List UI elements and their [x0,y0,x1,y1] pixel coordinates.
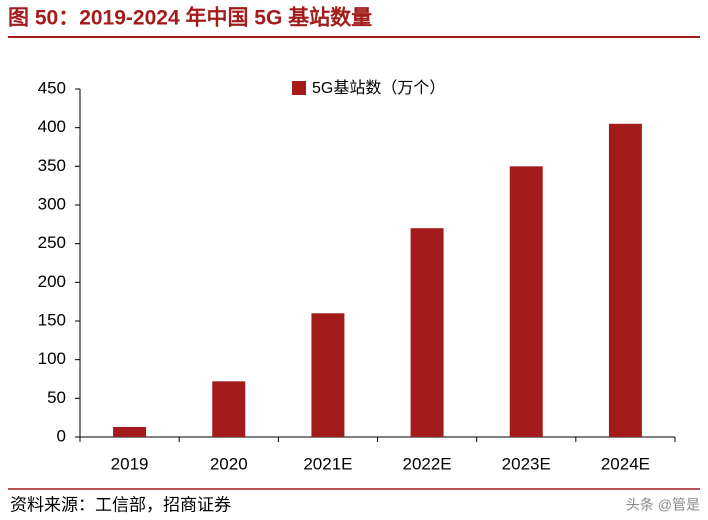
y-tick-label: 350 [38,156,66,175]
x-tick-label: 2022E [402,454,451,473]
x-tick-label: 2024E [601,454,650,473]
y-tick-label: 300 [38,194,66,213]
bar [113,426,147,437]
bar [608,123,642,438]
bar [509,166,543,438]
y-tick-label: 150 [38,310,66,329]
y-tick-label: 400 [38,117,66,136]
y-tick-label: 100 [38,349,66,368]
bar [212,381,246,437]
x-tick-label: 2021E [303,454,352,473]
legend-swatch [292,81,306,95]
y-tick-label: 50 [47,388,66,407]
chart-title: 图 50：2019-2024 年中国 5G 基站数量 [8,6,372,30]
x-tick-label: 2019 [111,454,149,473]
source: 资料来源：工信部，招商证券 [10,495,231,514]
x-tick-label: 2023E [502,454,551,473]
legend-label: 5G基站数（万个） [312,79,445,97]
y-tick-label: 450 [38,78,66,97]
y-tick-label: 250 [38,233,66,252]
y-tick-label: 0 [57,426,66,445]
bar [410,228,444,437]
x-tick-label: 2020 [210,454,248,473]
y-tick-label: 200 [38,272,66,291]
bar [311,313,345,437]
watermark: 头条 @管是 [626,497,700,513]
